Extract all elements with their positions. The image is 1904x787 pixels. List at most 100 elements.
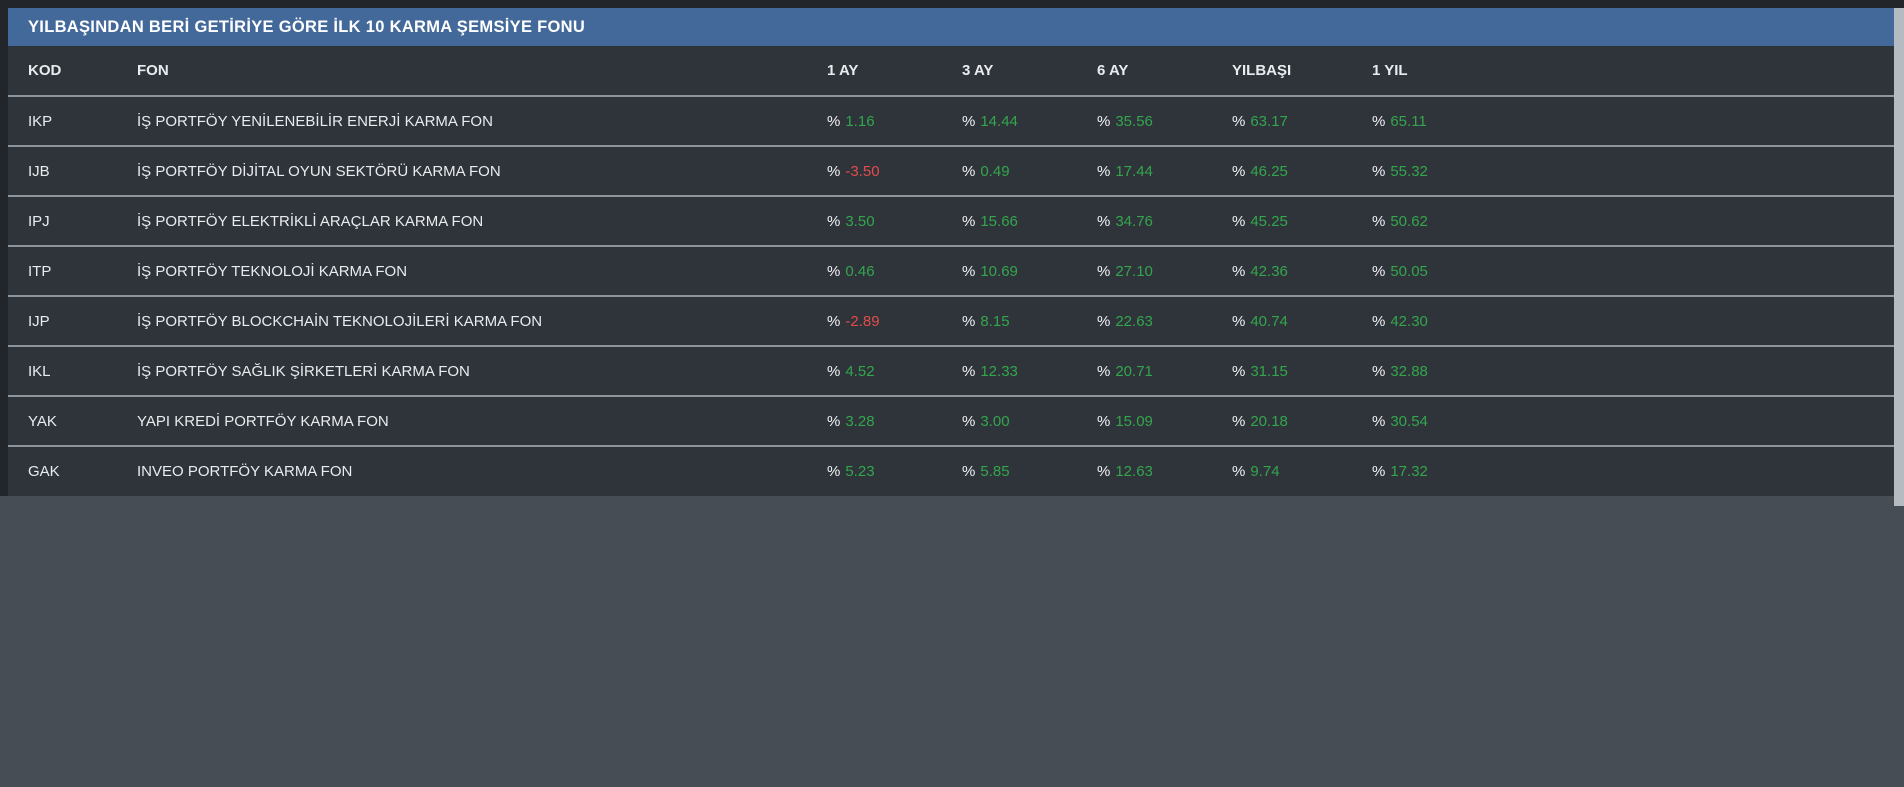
percent-sign: % — [827, 112, 841, 130]
page-background — [0, 496, 1904, 777]
return-value: 34.76 — [1115, 212, 1153, 230]
return-1yil: % 65.11 — [1372, 96, 1896, 146]
percent-sign: % — [962, 112, 976, 130]
return-1ay: % 1.16 — [827, 96, 962, 146]
percent-sign: % — [827, 212, 841, 230]
return-value: 63.17 — [1250, 112, 1288, 130]
return-value: 0.46 — [845, 262, 875, 280]
return-1yil: % 32.88 — [1372, 346, 1896, 396]
table-row[interactable]: ITP İŞ PORTFÖY TEKNOLOJİ KARMA FON % 0.46… — [8, 246, 1896, 296]
fund-code: ITP — [28, 262, 52, 280]
return-value: 20.18 — [1250, 412, 1288, 430]
return-1ay: % 4.52 — [827, 346, 962, 396]
return-value: 40.74 — [1250, 312, 1288, 330]
return-3ay: % 14.44 — [962, 96, 1097, 146]
return-3ay: % 10.69 — [962, 246, 1097, 296]
return-value: 9.74 — [1250, 463, 1280, 480]
return-value: 12.63 — [1115, 463, 1153, 480]
percent-sign: % — [962, 463, 976, 480]
vertical-scrollbar[interactable] — [1894, 8, 1904, 506]
return-value: 46.25 — [1250, 162, 1288, 180]
return-value: 1.16 — [845, 112, 875, 130]
column-header-kod: KOD — [8, 46, 137, 96]
table-row[interactable]: IJB İŞ PORTFÖY DİJİTAL OYUN SEKTÖRÜ KARM… — [8, 146, 1896, 196]
percent-sign: % — [1097, 262, 1111, 280]
table-row[interactable]: GAK INVEO PORTFÖY KARMA FON % 5.23 % 5.85 … — [8, 446, 1896, 496]
return-3ay: % 5.85 — [962, 446, 1097, 496]
fund-name: İŞ PORTFÖY DİJİTAL OYUN SEKTÖRÜ KARMA FO… — [137, 162, 501, 180]
return-value: 50.05 — [1390, 262, 1428, 280]
fund-name: YAPI KREDİ PORTFÖY KARMA FON — [137, 412, 389, 430]
percent-sign: % — [827, 463, 841, 480]
return-1ay: % 5.23 — [827, 446, 962, 496]
fund-table: KOD FON 1 AY 3 AY 6 AY YILBAŞI 1 YIL IKP… — [8, 46, 1896, 496]
return-value: 42.30 — [1390, 312, 1428, 330]
return-value: 3.00 — [980, 412, 1010, 430]
percent-sign: % — [1232, 412, 1246, 430]
table-row[interactable]: IKP İŞ PORTFÖY YENİLENEBİLİR ENERJİ KARM… — [8, 96, 1896, 146]
return-value: 5.85 — [980, 463, 1010, 480]
return-yilbasi: % 20.18 — [1232, 396, 1372, 446]
return-1yil: % 50.62 — [1372, 196, 1896, 246]
percent-sign: % — [1097, 463, 1111, 480]
return-value: 15.09 — [1115, 412, 1153, 430]
table-row[interactable]: IKL İŞ PORTFÖY SAĞLIK ŞİRKETLERİ KARMA F… — [8, 346, 1896, 396]
percent-sign: % — [962, 412, 976, 430]
percent-sign: % — [962, 362, 976, 380]
percent-sign: % — [1097, 162, 1111, 180]
percent-sign: % — [1372, 312, 1386, 330]
fund-code: YAK — [28, 412, 57, 430]
percent-sign: % — [1232, 463, 1246, 480]
table-row[interactable]: YAK YAPI KREDİ PORTFÖY KARMA FON % 3.28 %… — [8, 396, 1896, 446]
percent-sign: % — [1232, 362, 1246, 380]
table-row[interactable]: IJP İŞ PORTFÖY BLOCKCHAİN TEKNOLOJİLERİ … — [8, 296, 1896, 346]
column-header-1ay: 1 AY — [827, 46, 962, 96]
return-3ay: % 12.33 — [962, 346, 1097, 396]
return-yilbasi: % 40.74 — [1232, 296, 1372, 346]
return-value: 65.11 — [1390, 112, 1427, 130]
return-value: 31.15 — [1250, 362, 1288, 380]
return-yilbasi: % 42.36 — [1232, 246, 1372, 296]
return-yilbasi: % 45.25 — [1232, 196, 1372, 246]
return-3ay: % 8.15 — [962, 296, 1097, 346]
percent-sign: % — [962, 312, 976, 330]
return-yilbasi: % 9.74 — [1232, 446, 1372, 496]
fund-code: IJB — [28, 162, 50, 180]
percent-sign: % — [827, 262, 841, 280]
percent-sign: % — [1372, 362, 1386, 380]
fund-code: IKL — [28, 362, 51, 380]
table-row[interactable]: IPJ İŞ PORTFÖY ELEKTRİKLİ ARAÇLAR KARMA … — [8, 196, 1896, 246]
panel-title: YILBAŞINDAN BERİ GETİRİYE GÖRE İLK 10 KA… — [8, 8, 1896, 46]
column-header-fon: FON — [137, 46, 827, 96]
return-6ay: % 17.44 — [1097, 146, 1232, 196]
return-6ay: % 34.76 — [1097, 196, 1232, 246]
return-1yil: % 55.32 — [1372, 146, 1896, 196]
return-value: 5.23 — [845, 463, 875, 480]
fund-code: IKP — [28, 112, 53, 130]
return-value: 35.56 — [1115, 112, 1153, 130]
percent-sign: % — [1232, 312, 1246, 330]
return-yilbasi: % 31.15 — [1232, 346, 1372, 396]
percent-sign: % — [1097, 212, 1111, 230]
return-6ay: % 27.10 — [1097, 246, 1232, 296]
percent-sign: % — [827, 312, 841, 330]
return-value: 10.69 — [980, 262, 1018, 280]
return-6ay: % 15.09 — [1097, 396, 1232, 446]
return-1ay: % 3.28 — [827, 396, 962, 446]
return-3ay: % 15.66 — [962, 196, 1097, 246]
fund-name: İŞ PORTFÖY BLOCKCHAİN TEKNOLOJİLERİ KARM… — [137, 312, 543, 330]
return-value: 15.66 — [980, 212, 1018, 230]
table-header-row: KOD FON 1 AY 3 AY 6 AY YILBAŞI 1 YIL — [8, 46, 1896, 96]
return-value: 27.10 — [1115, 262, 1153, 280]
return-yilbasi: % 46.25 — [1232, 146, 1372, 196]
percent-sign: % — [962, 212, 976, 230]
fund-code: IPJ — [28, 212, 50, 230]
column-header-1yil: 1 YIL — [1372, 46, 1896, 96]
return-1yil: % 42.30 — [1372, 296, 1896, 346]
return-value: 20.71 — [1115, 362, 1153, 380]
fund-name: İŞ PORTFÖY ELEKTRİKLİ ARAÇLAR KARMA FON — [137, 212, 484, 230]
return-value: 3.28 — [845, 412, 875, 430]
return-value: 14.44 — [980, 112, 1018, 130]
percent-sign: % — [962, 262, 976, 280]
return-1ay: % -2.89 — [827, 296, 962, 346]
